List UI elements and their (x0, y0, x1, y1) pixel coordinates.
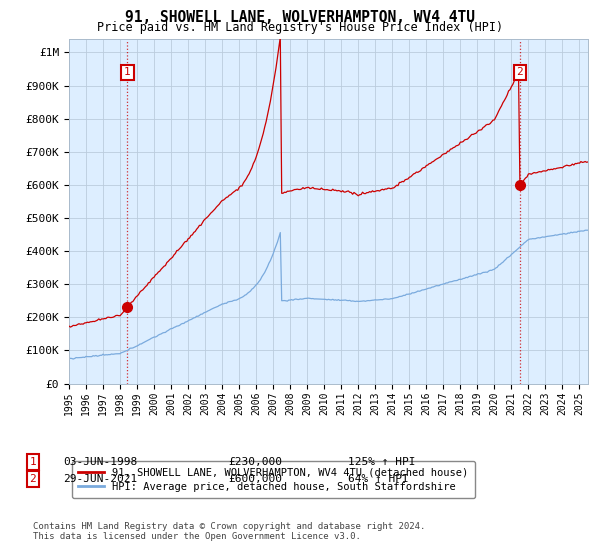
Text: Price paid vs. HM Land Registry's House Price Index (HPI): Price paid vs. HM Land Registry's House … (97, 21, 503, 34)
Text: 1: 1 (29, 457, 37, 467)
Text: 29-JUN-2021: 29-JUN-2021 (63, 474, 137, 484)
Text: 03-JUN-1998: 03-JUN-1998 (63, 457, 137, 467)
Text: 91, SHOWELL LANE, WOLVERHAMPTON, WV4 4TU: 91, SHOWELL LANE, WOLVERHAMPTON, WV4 4TU (125, 10, 475, 25)
Legend: 91, SHOWELL LANE, WOLVERHAMPTON, WV4 4TU (detached house), HPI: Average price, d: 91, SHOWELL LANE, WOLVERHAMPTON, WV4 4TU… (71, 461, 475, 498)
Text: 125% ↑ HPI: 125% ↑ HPI (348, 457, 415, 467)
Text: 2: 2 (517, 67, 523, 77)
Text: 1: 1 (124, 67, 131, 77)
Text: £230,000: £230,000 (228, 457, 282, 467)
Text: 2: 2 (29, 474, 37, 484)
Text: Contains HM Land Registry data © Crown copyright and database right 2024.
This d: Contains HM Land Registry data © Crown c… (33, 522, 425, 542)
Text: 64% ↑ HPI: 64% ↑ HPI (348, 474, 409, 484)
Text: £600,000: £600,000 (228, 474, 282, 484)
